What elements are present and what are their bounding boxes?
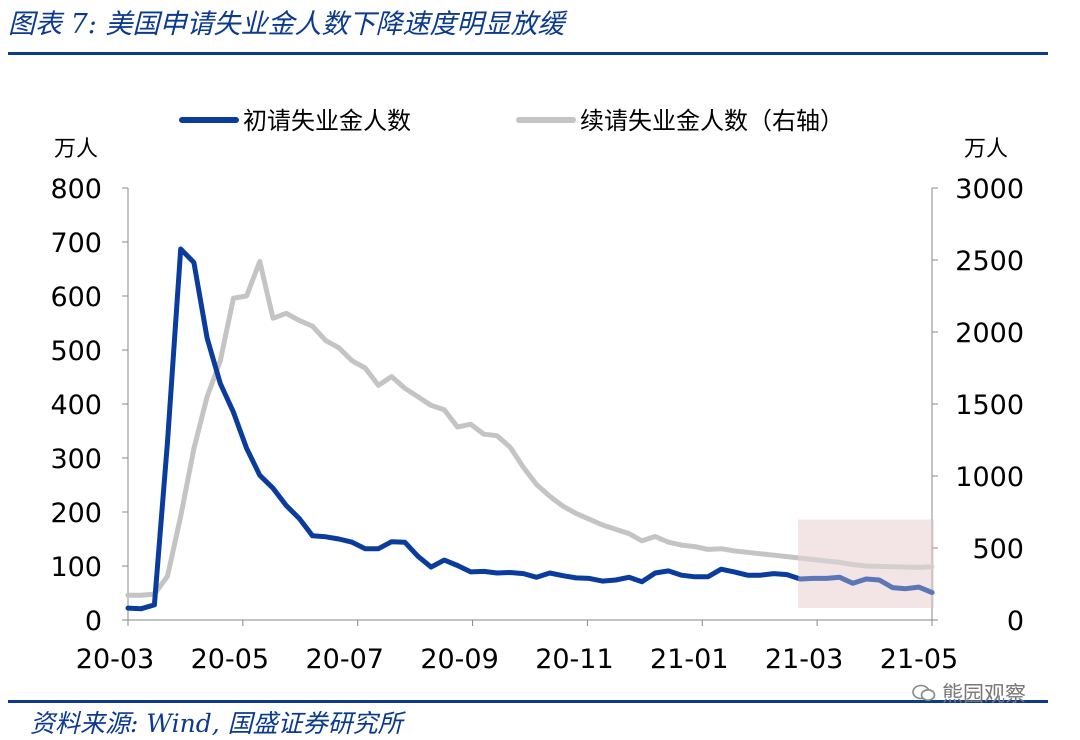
left-tick-label: 200 (50, 498, 102, 529)
left-tick-label: 700 (50, 228, 102, 259)
legend: 初请失业金人数 续请失业金人数（右轴） (179, 107, 844, 135)
right-axis-unit: 万人 (964, 137, 1008, 162)
left-tick-label: 600 (50, 282, 102, 313)
x-tick-label: 21-03 (765, 644, 843, 675)
highlight-overlay (798, 519, 934, 608)
left-axis: 0 100 200 300 400 500 600 700 800 (50, 174, 129, 637)
right-tick-label: 1000 (955, 462, 1024, 493)
figure-title: 图表 7: 美国申请失业金人数下降速度明显放缓 (8, 9, 565, 40)
watermark: 熊园观察 (912, 678, 1026, 708)
right-axis: 0 500 1000 1500 2000 2500 3000 (931, 174, 1024, 637)
x-axis: 20-03 20-05 20-07 20-09 20-11 21-01 21-03 21-05 (76, 619, 958, 675)
legend-label-initial-claims: 初请失业金人数 (243, 107, 411, 135)
x-tick-label: 20-11 (535, 644, 613, 675)
legend-label-continuing-claims: 续请失业金人数（右轴） (580, 107, 844, 135)
wechat-icon (912, 684, 936, 701)
left-tick-label: 500 (50, 336, 102, 367)
left-tick-label: 300 (50, 444, 102, 475)
series-layer (125, 246, 935, 612)
right-tick-label: 500 (972, 534, 1024, 565)
chart: 初请失业金人数 续请失业金人数（右轴） 万人 万人 0 100 200 300 400 5… (50, 107, 1024, 675)
series-line-continuing-claims (125, 258, 935, 598)
x-tick-label: 21-01 (650, 644, 728, 675)
x-tick-label: 20-09 (420, 644, 498, 675)
title-rule (8, 52, 1048, 55)
watermark-text: 熊园观察 (942, 682, 1026, 706)
series-line-initial-claims (125, 246, 935, 612)
left-axis-unit: 万人 (54, 137, 98, 162)
x-tick-label: 20-05 (191, 644, 269, 675)
x-tick-label: 21-05 (880, 644, 958, 675)
left-tick-label: 400 (50, 390, 102, 421)
left-tick-label: 0 (85, 606, 102, 637)
right-tick-label: 1500 (955, 390, 1024, 421)
right-tick-label: 3000 (955, 174, 1024, 205)
left-tick-label: 800 (50, 174, 102, 205)
x-tick-label: 20-07 (305, 644, 383, 675)
source-note: 资料来源: Wind, 国盛证券研究所 (30, 709, 403, 738)
left-tick-label: 100 (50, 552, 102, 583)
right-tick-label: 2500 (955, 246, 1024, 277)
right-tick-label: 2000 (955, 318, 1024, 349)
source-rule (8, 700, 1048, 703)
x-tick-label: 20-03 (76, 644, 154, 675)
right-tick-label: 0 (1007, 606, 1024, 637)
